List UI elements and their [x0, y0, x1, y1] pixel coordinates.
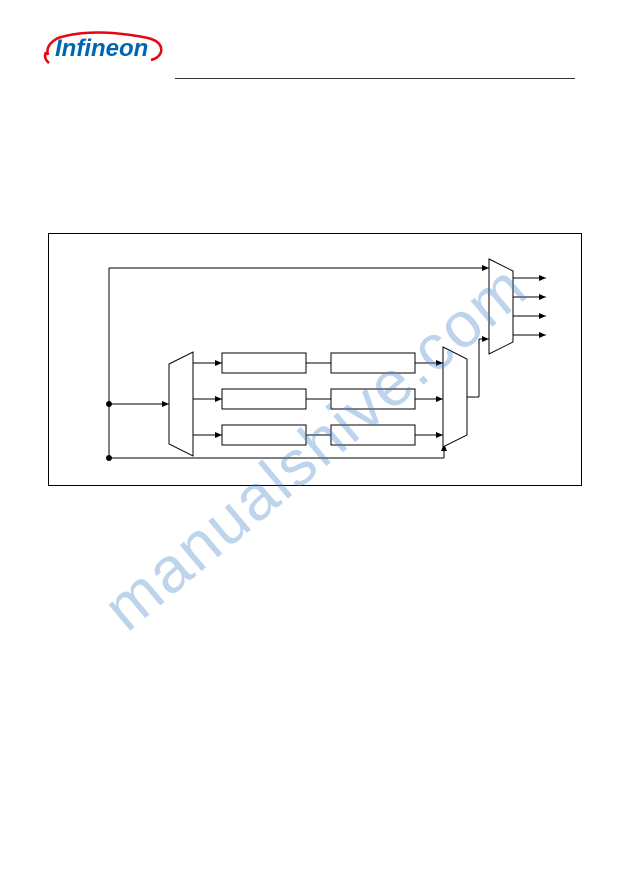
block-diagram [49, 234, 583, 487]
header-divider [175, 78, 575, 79]
company-logo: Infineon [55, 35, 148, 63]
logo-swoosh-icon [43, 30, 173, 70]
block-diagram-frame [48, 233, 582, 486]
